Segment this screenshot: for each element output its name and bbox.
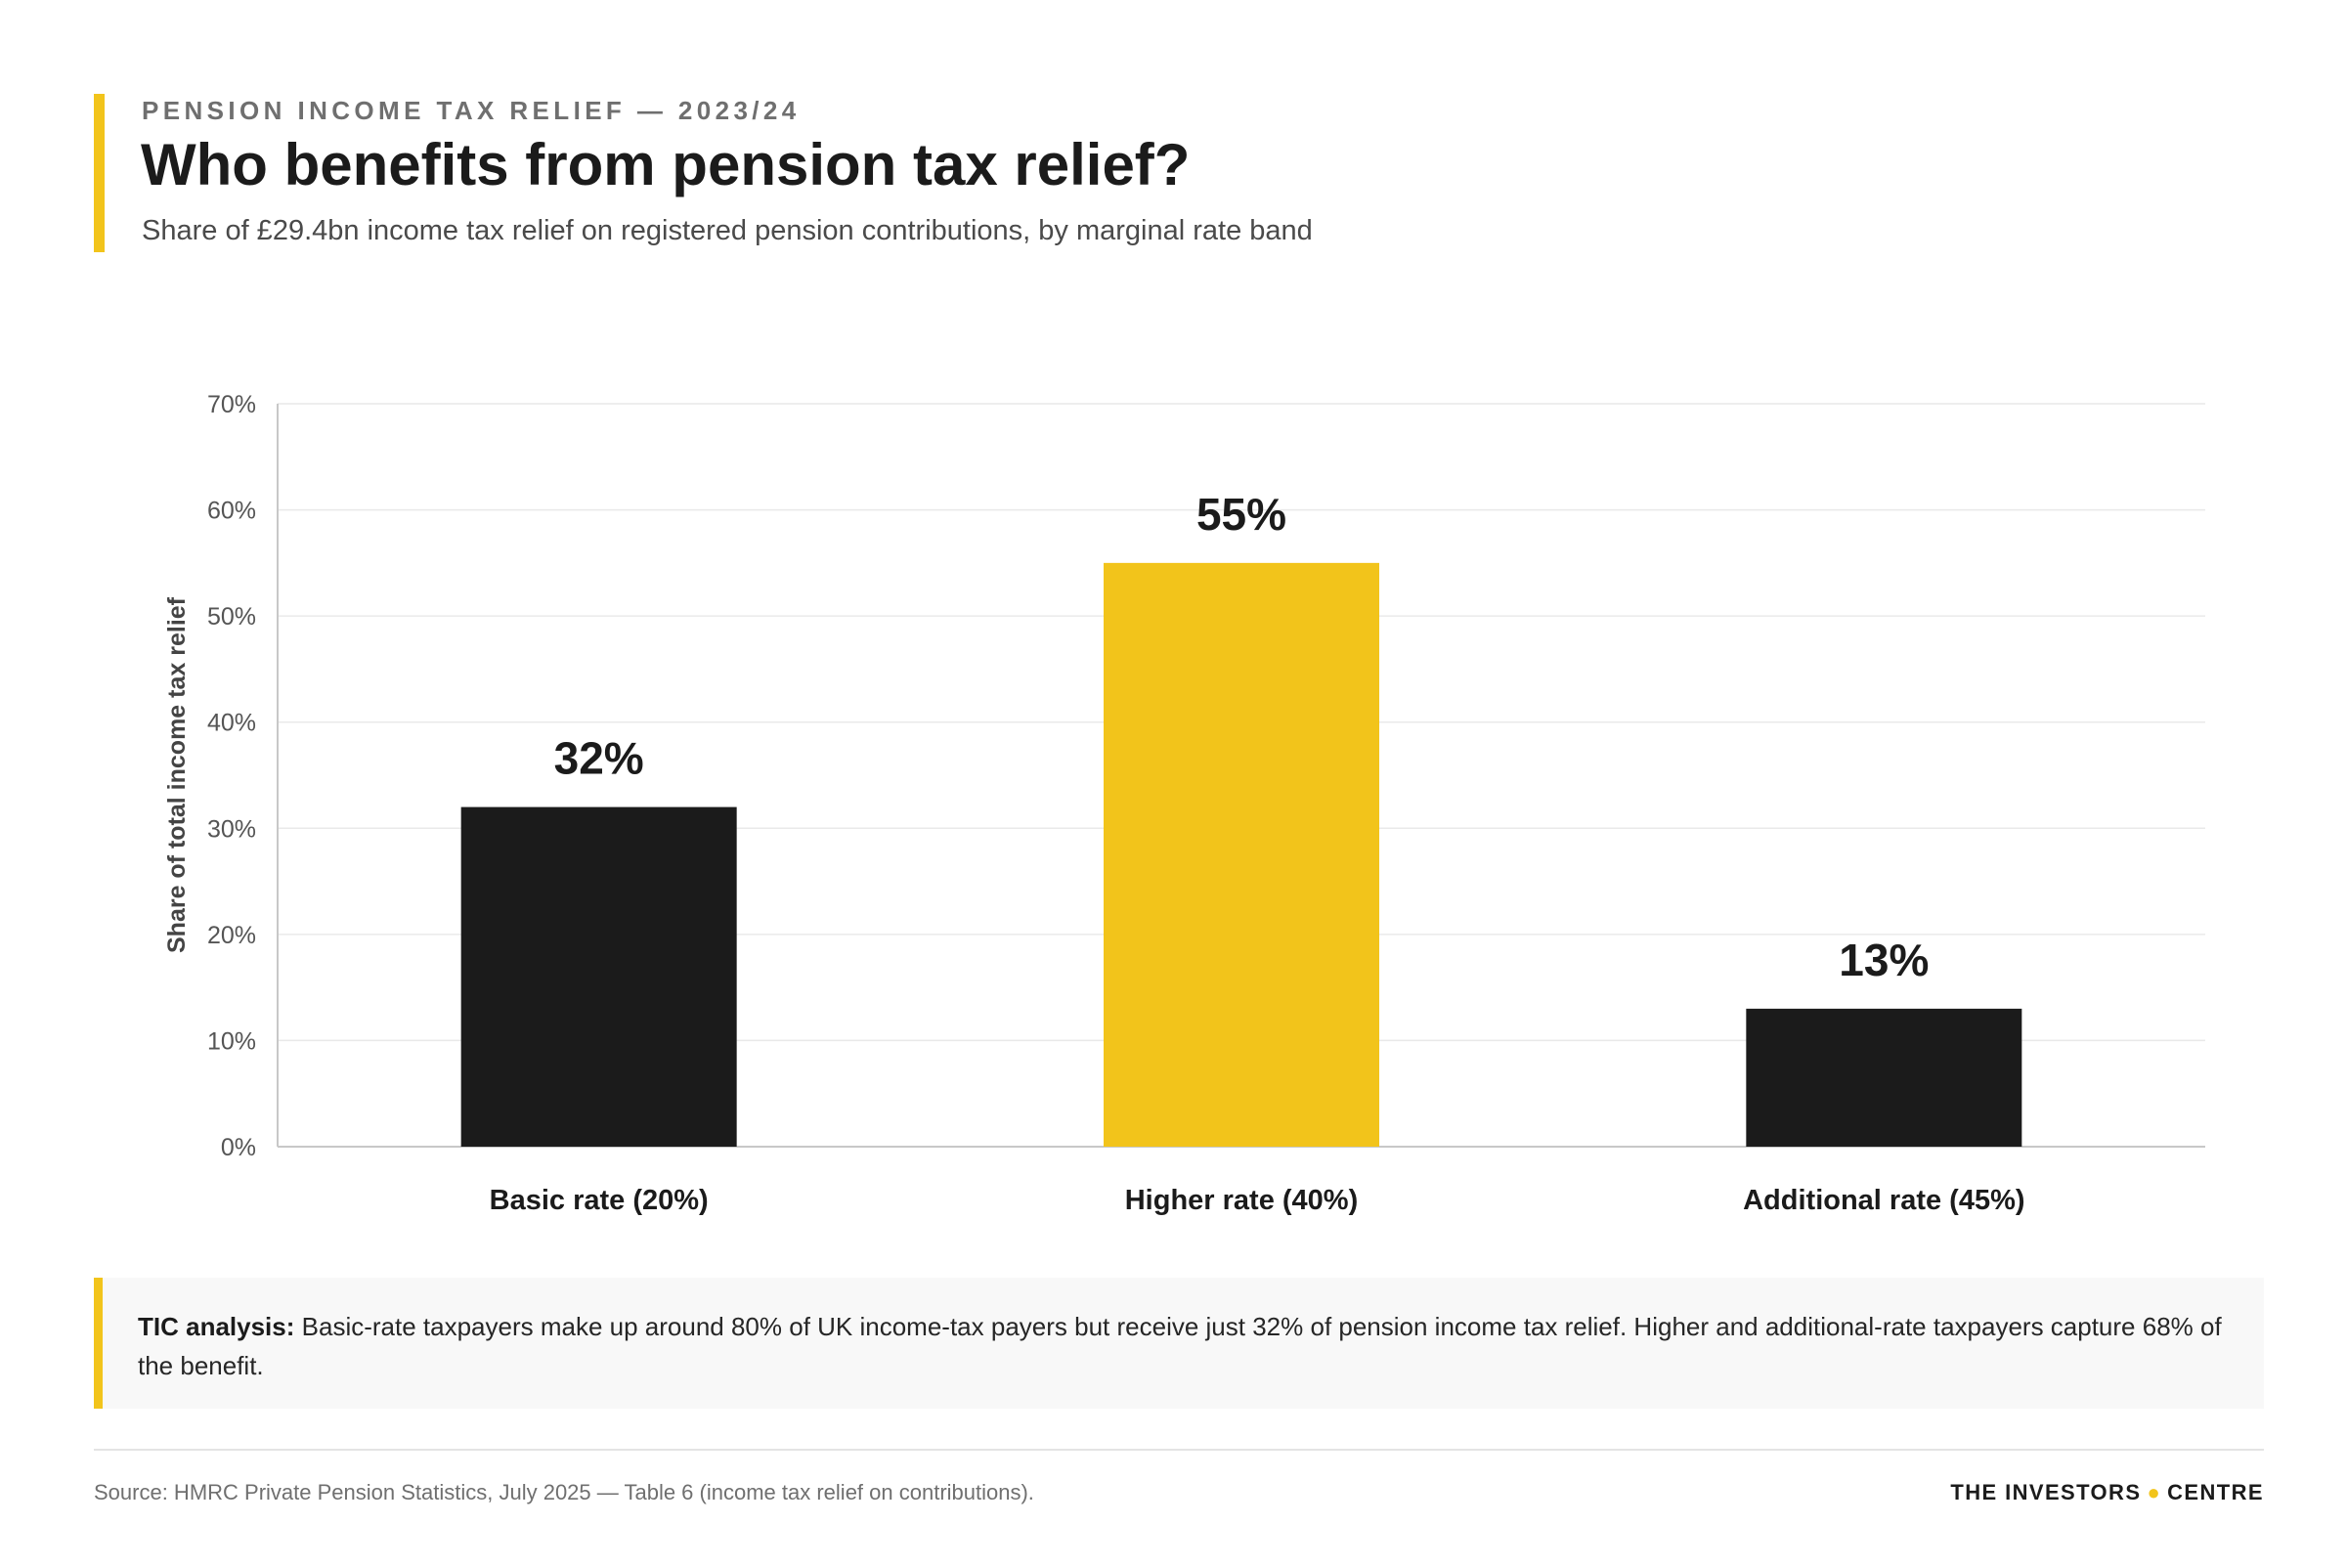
bar-2 bbox=[1104, 562, 1379, 1147]
chart-header: PENSION INCOME TAX RELIEF — 2023/24 Who … bbox=[94, 94, 2264, 252]
y-tick-label: 30% bbox=[207, 815, 256, 843]
y-tick-label: 50% bbox=[207, 603, 256, 631]
source-note: Source: HMRC Private Pension Statistics,… bbox=[94, 1480, 1034, 1504]
y-axis-title: Share of total income tax relief bbox=[163, 596, 191, 953]
chart-subtitle: Share of £29.4bn income tax relief on re… bbox=[142, 215, 1313, 246]
brand-dot-icon: ● bbox=[2147, 1480, 2162, 1504]
y-tick-label: 0% bbox=[221, 1134, 256, 1161]
x-category-label: Basic rate (20%) bbox=[490, 1185, 709, 1216]
y-tick-label: 10% bbox=[207, 1027, 256, 1055]
analysis-callout: TIC analysis: Basic-rate taxpayers make … bbox=[94, 1278, 2264, 1409]
y-tick-label: 40% bbox=[207, 710, 256, 737]
bar-3 bbox=[1746, 1008, 2022, 1147]
y-tick-label: 70% bbox=[207, 391, 256, 418]
brand-name-left: THE INVESTORS bbox=[1950, 1480, 2142, 1504]
brand-logo: THE INVESTORS ● CENTRE bbox=[1950, 1480, 2264, 1505]
header-accent-bar bbox=[94, 94, 105, 252]
bar-value-label: 55% bbox=[1196, 489, 1286, 540]
chart-title: Who benefits from pension tax relief? bbox=[141, 132, 1191, 197]
callout-text: TIC analysis: Basic-rate taxpayers make … bbox=[138, 1307, 2239, 1385]
bar-value-label: 32% bbox=[554, 733, 644, 784]
y-tick-label: 60% bbox=[207, 498, 256, 525]
brand-name-right: CENTRE bbox=[2167, 1480, 2264, 1504]
bar-value-label: 13% bbox=[1839, 935, 1929, 985]
footer-divider bbox=[94, 1449, 2264, 1451]
eyebrow-label: PENSION INCOME TAX RELIEF — 2023/24 bbox=[142, 96, 801, 125]
y-tick-label: 20% bbox=[207, 922, 256, 949]
x-category-label: Higher rate (40%) bbox=[1125, 1185, 1359, 1216]
bar-1 bbox=[460, 806, 737, 1147]
x-category-label: Additional rate (45%) bbox=[1743, 1185, 2024, 1216]
callout-label: TIC analysis: bbox=[138, 1312, 295, 1341]
callout-accent-bar bbox=[94, 1278, 103, 1409]
callout-body: Basic-rate taxpayers make up around 80% … bbox=[138, 1312, 2222, 1380]
